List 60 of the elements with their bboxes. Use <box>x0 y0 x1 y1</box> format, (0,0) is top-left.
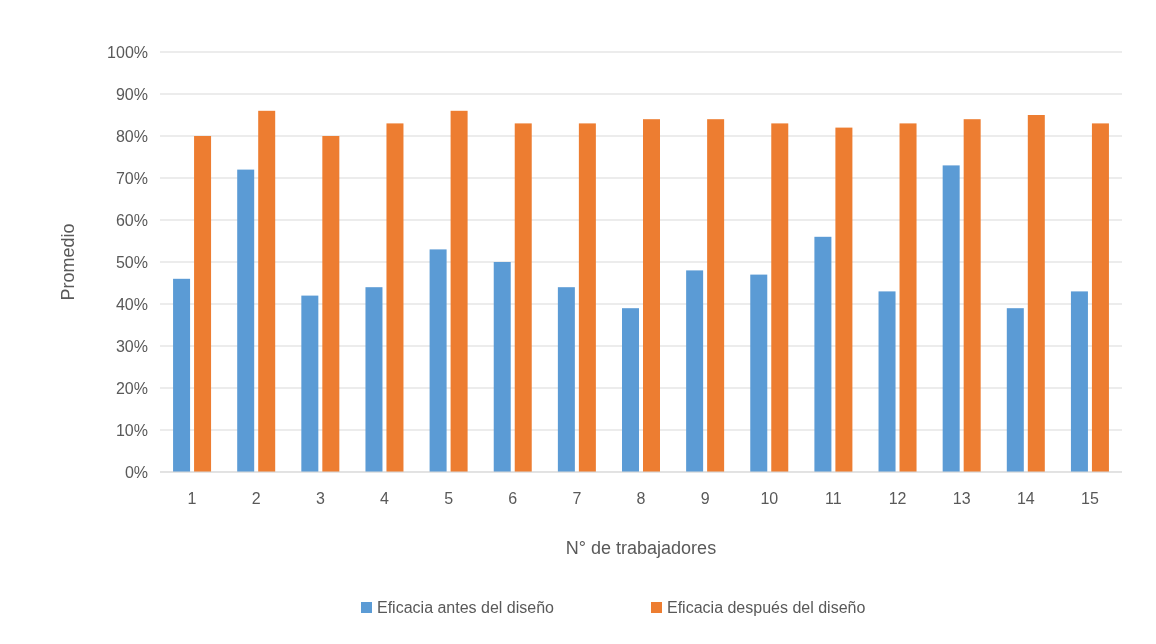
bar <box>365 287 383 472</box>
bar <box>1070 291 1088 472</box>
y-tick-label: 40% <box>115 295 148 313</box>
x-tick-label: 1 <box>187 490 197 507</box>
x-tick-label: 2 <box>251 490 261 507</box>
x-axis-title: N° de trabajadores <box>565 538 717 558</box>
y-tick-label: 0% <box>124 463 148 481</box>
y-tick-label: 50% <box>115 253 148 271</box>
y-tick-label: 70% <box>115 169 148 187</box>
x-tick-label: 5 <box>444 490 454 507</box>
x-tick-label: 7 <box>572 490 582 507</box>
bar <box>194 136 212 472</box>
x-tick-label: 14 <box>1016 490 1035 507</box>
bar <box>429 249 447 472</box>
y-tick-label: 20% <box>115 379 148 397</box>
bar <box>1027 115 1045 472</box>
y-tick-label: 60% <box>115 211 148 229</box>
x-tick-label: 11 <box>825 490 842 507</box>
x-tick-label: 9 <box>700 490 710 507</box>
bar <box>771 123 789 472</box>
bar <box>750 274 768 472</box>
bar <box>899 123 917 472</box>
bar <box>1006 308 1024 472</box>
bar <box>578 123 596 472</box>
bar <box>322 136 340 472</box>
bar <box>686 270 704 472</box>
bar <box>643 119 660 472</box>
bar <box>814 236 832 472</box>
bar <box>237 169 255 472</box>
x-tick-label: 8 <box>636 490 646 507</box>
legend-label: Eficacia antes del diseño <box>377 599 555 616</box>
bar <box>301 295 319 472</box>
x-tick-label: 4 <box>380 490 390 507</box>
x-tick-label: 6 <box>508 490 518 507</box>
y-tick-label: 10% <box>115 421 148 439</box>
bar <box>878 291 896 472</box>
y-tick-label: 100% <box>107 43 148 61</box>
x-tick-label: 13 <box>952 490 971 507</box>
bar <box>835 127 853 472</box>
x-tick-label: 12 <box>888 490 907 507</box>
bar <box>514 123 532 472</box>
bar <box>963 119 981 472</box>
x-tick-label: 15 <box>1081 490 1099 507</box>
bar <box>173 278 191 472</box>
x-tick-label: 10 <box>760 490 779 507</box>
bar <box>942 165 960 472</box>
bar <box>557 287 575 472</box>
bar <box>1091 123 1109 472</box>
bar <box>707 119 725 472</box>
y-tick-label: 80% <box>115 127 148 145</box>
bar <box>386 123 404 472</box>
x-tick-label: 3 <box>315 490 325 507</box>
y-tick-label: 90% <box>115 85 148 103</box>
bar <box>450 110 468 472</box>
bar <box>493 262 511 472</box>
y-axis-title: Promedio <box>58 223 78 301</box>
bar <box>622 308 639 472</box>
legend-label: Eficacia después del diseño <box>667 599 866 616</box>
y-tick-label: 30% <box>115 337 148 355</box>
bar <box>258 110 276 472</box>
